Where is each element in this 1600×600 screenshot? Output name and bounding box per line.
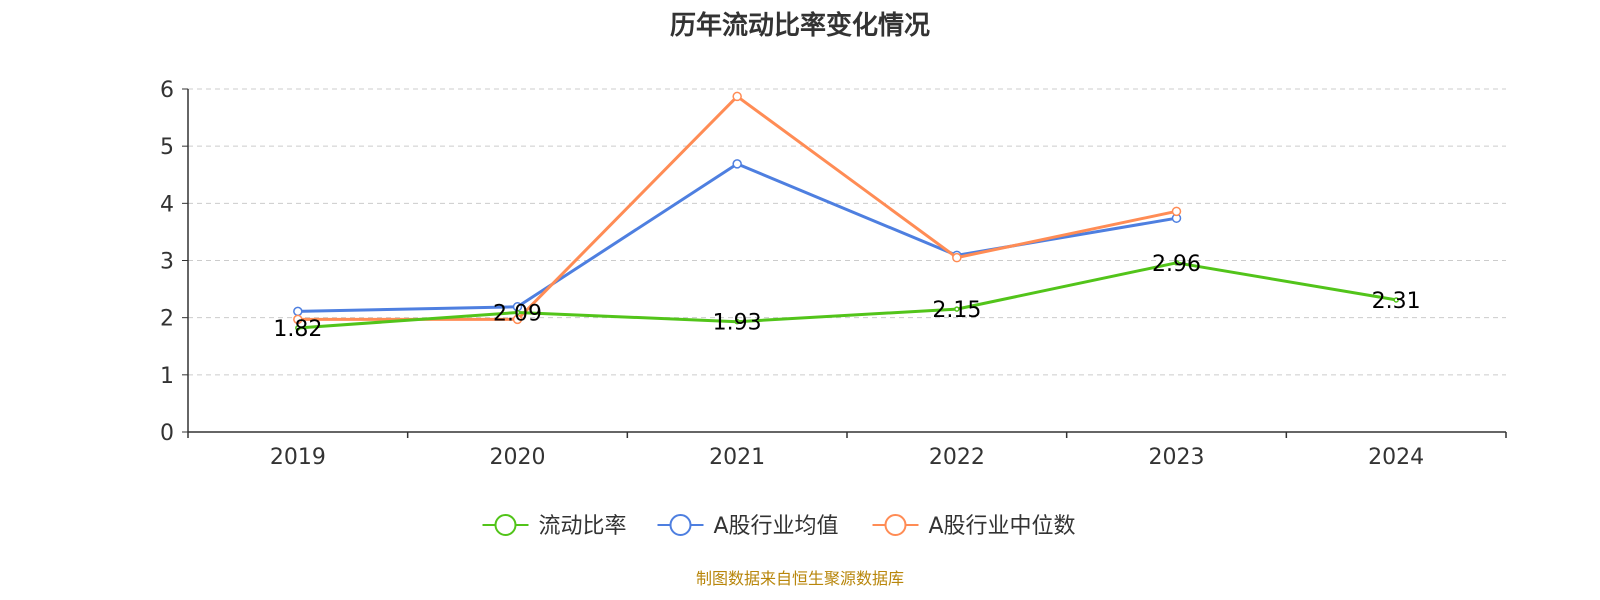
legend-marker [884, 514, 907, 536]
y-tick-label: 6 [160, 78, 174, 103]
data-label-2019: 1.82 [273, 317, 322, 342]
data-point-s1-2021 [732, 159, 742, 169]
data-point-s2-2023 [1171, 206, 1182, 217]
legend-item-0[interactable]: 流动比率 [482, 514, 627, 539]
data-label-2021: 1.93 [713, 311, 762, 336]
x-tick-label-2022: 2022 [929, 445, 985, 470]
legend[interactable]: 流动比率 A股行业均值 A股行业中位数 [482, 514, 1076, 539]
data-point-s0-2022 [954, 306, 960, 312]
y-tick-label: 3 [160, 250, 174, 275]
x-tick-label-2023: 2023 [1149, 445, 1205, 470]
legend-marker [669, 514, 692, 536]
data-point-s2-2022 [952, 252, 962, 263]
source-note: 制图数据来自恒生聚源数据库 [696, 569, 904, 588]
series-line-2 [297, 94, 1177, 321]
data-point-s0-2023 [1173, 260, 1180, 266]
data-point-s0-2019 [295, 325, 301, 331]
y-tick-label: 0 [160, 421, 174, 446]
x-tick-label-2020: 2020 [490, 445, 546, 470]
data-labels: 1.82 2.09 1.93 2.15 2.96 2.31 [273, 252, 1420, 342]
data-point-s0-2024 [1393, 297, 1399, 303]
axes: 0 1 2 3 4 5 6 2019 2020 2021 2022 2023 2024 [160, 78, 1507, 470]
y-tick-label: 1 [160, 364, 174, 389]
data-point-s1-2019 [293, 306, 303, 317]
x-tick-label-2019: 2019 [270, 445, 326, 470]
legend-item-1[interactable]: A股行业均值 [657, 514, 839, 539]
x-tick-label-2024: 2024 [1368, 445, 1424, 470]
legend-label: 流动比率 [539, 514, 627, 539]
legend-marker [494, 514, 517, 536]
data-label-2024: 2.31 [1372, 289, 1421, 314]
data-label-2023: 2.96 [1152, 252, 1201, 277]
legend-label: A股行业中位数 [929, 514, 1076, 539]
y-tick-label: 4 [160, 192, 174, 217]
y-tick-label: 2 [160, 307, 174, 332]
chart-title: 历年流动比率变化情况 [670, 10, 930, 41]
data-point-s0-2021 [734, 318, 740, 325]
data-point-s2-2021 [732, 91, 742, 102]
series-layer [293, 91, 1399, 331]
data-point-s0-2020 [514, 309, 521, 316]
legend-label: A股行业均值 [714, 514, 839, 539]
grid-lines [188, 88, 1506, 376]
data-point-s2-2020 [512, 314, 523, 325]
legend-item-2[interactable]: A股行业中位数 [872, 514, 1076, 539]
data-point-s2-2019 [293, 314, 303, 325]
data-label-2020: 2.09 [493, 302, 542, 327]
x-tick-label-2021: 2021 [709, 445, 765, 470]
series-line-0 [297, 261, 1397, 330]
data-label-2022: 2.15 [932, 298, 981, 323]
y-tick-label: 5 [160, 135, 174, 160]
